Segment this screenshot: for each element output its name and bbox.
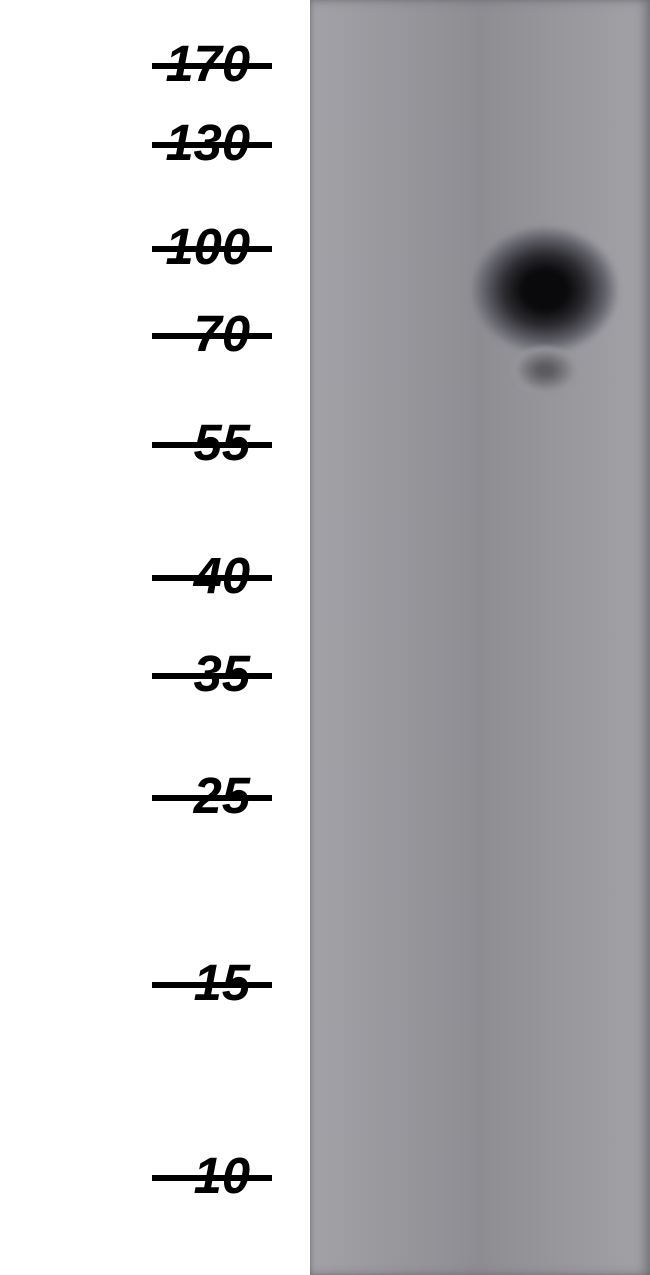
ladder-tick-70 bbox=[152, 333, 272, 339]
ladder-tick-25 bbox=[152, 795, 272, 801]
ladder-tick-40 bbox=[152, 575, 272, 581]
blot-band-main bbox=[470, 225, 620, 355]
ladder-tick-15 bbox=[152, 982, 272, 988]
ladder-tick-130 bbox=[152, 142, 272, 148]
ladder-tick-35 bbox=[152, 673, 272, 679]
western-blot-figure: 170 130 100 70 55 40 35 25 15 10 bbox=[0, 0, 650, 1275]
ladder-tick-10 bbox=[152, 1175, 272, 1181]
ladder-tick-170 bbox=[152, 63, 272, 69]
blot-lane bbox=[310, 0, 650, 1275]
blot-band-smear bbox=[510, 345, 580, 395]
ladder-tick-55 bbox=[152, 442, 272, 448]
ladder-tick-100 bbox=[152, 246, 272, 252]
